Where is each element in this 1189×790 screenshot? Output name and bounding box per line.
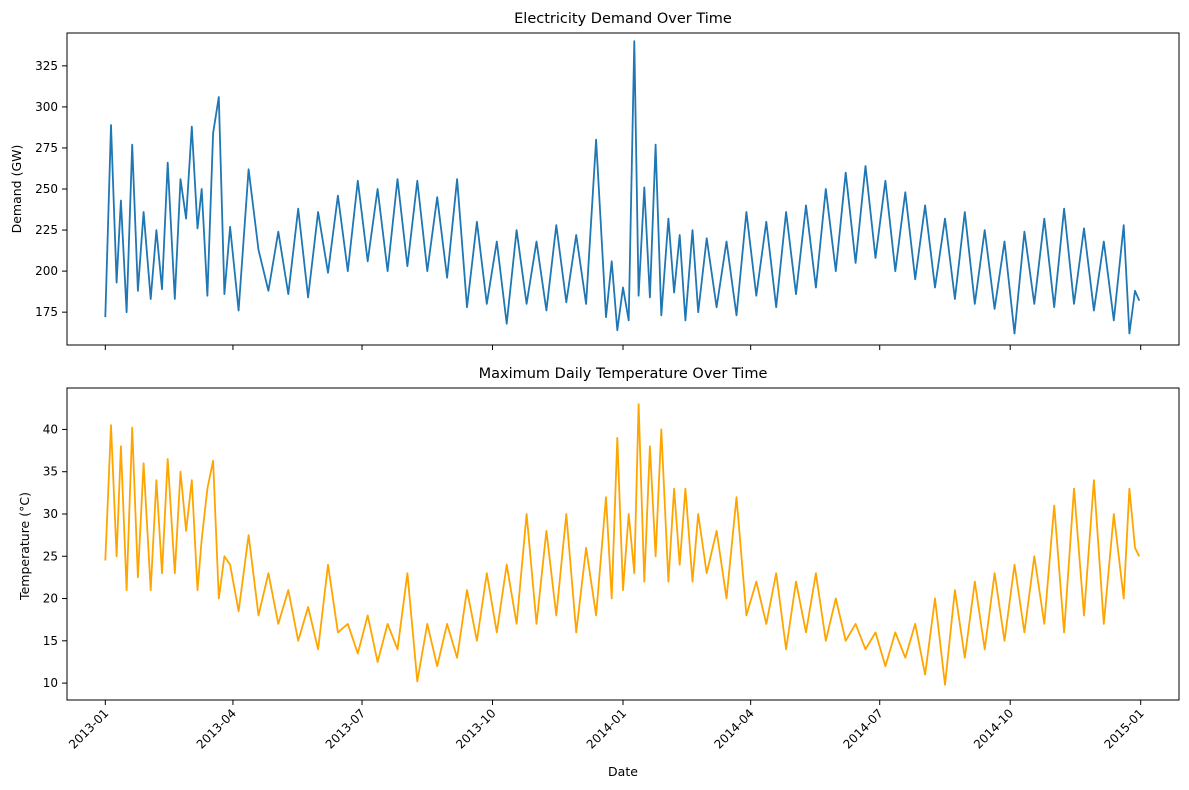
demand-y-tick-label: 175 [35, 305, 58, 319]
demand-y-tick-label: 250 [35, 182, 58, 196]
temperature-series [104, 403, 1141, 686]
demand-y-tick-label: 225 [35, 223, 58, 237]
demand-y-tick-label: 200 [35, 264, 58, 278]
demand-y-axis-label: Demand (GW) [9, 145, 24, 234]
temperature-y-ticks: 10 15 20 25 30 35 40 [43, 422, 67, 690]
temperature-line [104, 403, 1141, 686]
demand-y-tick-label: 300 [35, 100, 58, 114]
demand-y-ticks: 175 200 225 250 275 300 325 [35, 59, 67, 319]
temperature-plot-frame [66, 387, 1180, 701]
demand-y-tick-label: 275 [35, 141, 58, 155]
demand-y-tick-label: 325 [35, 59, 58, 73]
demand-x-ticks [104, 345, 1142, 350]
temperature-y-tick-label: 10 [43, 676, 58, 690]
demand-chart: Electricity Demand Over Time Demand (GW)… [9, 11, 1180, 350]
temperature-y-tick-label: 40 [43, 422, 58, 436]
temperature-y-tick-label: 30 [43, 507, 58, 521]
demand-plot-frame [66, 32, 1180, 346]
demand-line [104, 40, 1141, 335]
temperature-y-tick-label: 15 [43, 634, 58, 648]
temperature-x-axis-label: Date [608, 764, 638, 779]
demand-series [104, 40, 1141, 335]
demand-chart-title: Electricity Demand Over Time [514, 11, 732, 27]
temperature-y-tick-label: 20 [43, 592, 58, 606]
temperature-y-tick-label: 25 [43, 549, 58, 563]
temperature-y-axis-label: Temperature (°C) [17, 492, 32, 601]
temperature-y-tick-label: 35 [43, 465, 58, 479]
temperature-chart-title: Maximum Daily Temperature Over Time [479, 366, 768, 382]
